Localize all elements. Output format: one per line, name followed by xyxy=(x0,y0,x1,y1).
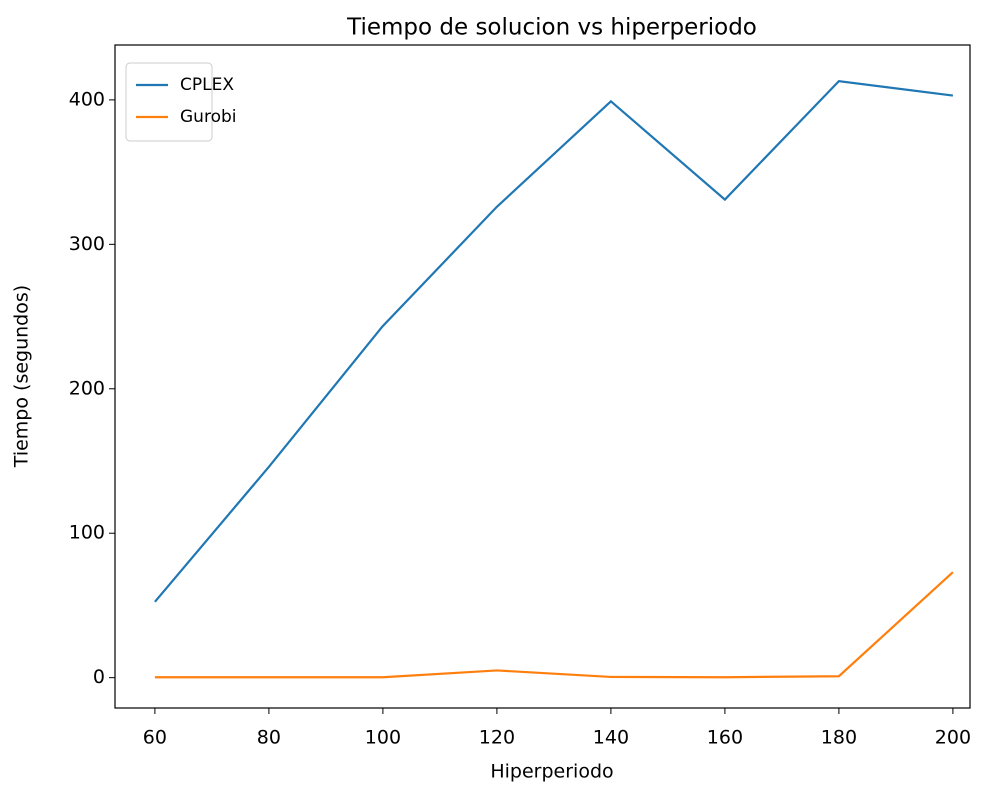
x-tick-label: 60 xyxy=(143,727,167,749)
x-tick-label: 120 xyxy=(479,727,515,749)
x-tick-label: 160 xyxy=(707,727,743,749)
x-tick-label: 140 xyxy=(593,727,629,749)
y-tick-label: 300 xyxy=(69,233,105,255)
y-axis-label: Tiempo (segundos) xyxy=(11,285,33,468)
series-line xyxy=(154,79,954,603)
legend-box xyxy=(125,62,213,142)
x-tick-label: 80 xyxy=(257,727,281,749)
x-axis-label: Hiperperiodo xyxy=(490,761,613,783)
legend-label: Gurobi xyxy=(180,107,236,127)
x-tick-label: 200 xyxy=(935,727,971,749)
x-tick-label: 180 xyxy=(821,727,857,749)
y-tick-label: 100 xyxy=(69,522,105,544)
series-line xyxy=(154,571,954,679)
legend-label: CPLEX xyxy=(180,75,234,95)
y-tick-label: 400 xyxy=(69,88,105,110)
y-tick-label: 200 xyxy=(69,377,105,399)
chart-title: Tiempo de solucion vs hiperperiodo xyxy=(346,15,757,41)
y-tick-label: 0 xyxy=(93,666,105,688)
plot-frame xyxy=(114,44,971,709)
x-tick-label: 100 xyxy=(365,727,401,749)
